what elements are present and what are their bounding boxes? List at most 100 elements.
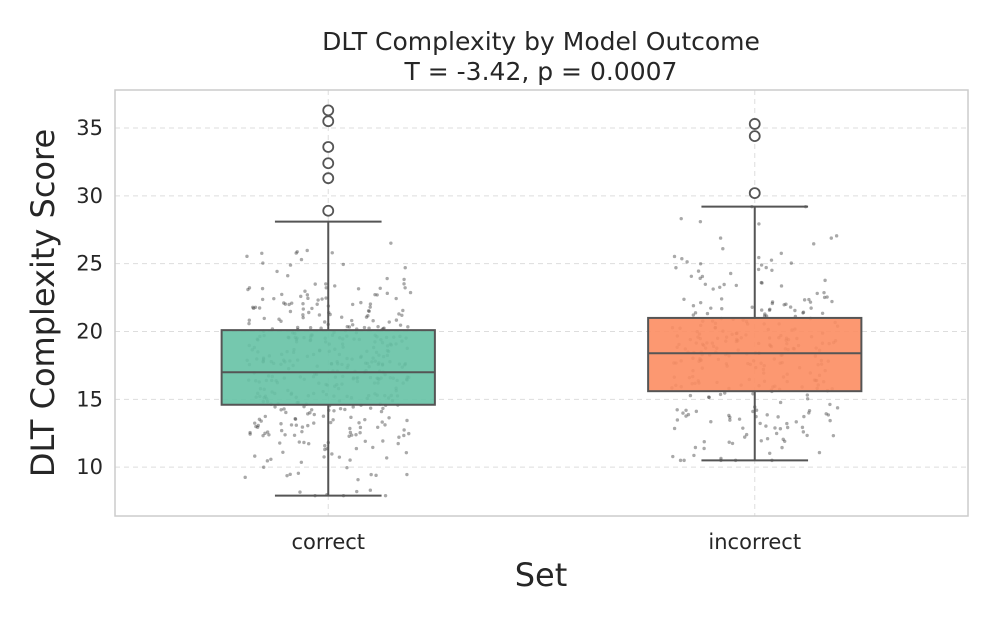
- jitter-point: [371, 445, 375, 450]
- jitter-point: [378, 286, 382, 290]
- jitter-point: [332, 409, 336, 413]
- jitter-point: [696, 269, 701, 273]
- jitter-point: [823, 278, 827, 283]
- jitter-point: [312, 421, 316, 425]
- jitter-point: [700, 274, 705, 279]
- outlier-point: [322, 115, 335, 128]
- jitter-point: [349, 415, 353, 420]
- jitter-point: [357, 421, 361, 425]
- jitter-point: [301, 302, 305, 306]
- jitter-point: [257, 417, 262, 421]
- jitter-point: [762, 314, 767, 318]
- jitter-point: [243, 475, 247, 480]
- jitter-point: [299, 294, 303, 299]
- jitter-point: [681, 411, 685, 415]
- jitter-point: [401, 308, 405, 313]
- jitter-point: [292, 433, 297, 437]
- jitter-point: [404, 450, 409, 455]
- jitter-point: [324, 296, 328, 300]
- jitter-point: [768, 307, 772, 312]
- jitter-point: [694, 409, 699, 414]
- jitter-point: [773, 426, 777, 430]
- jitter-point: [730, 441, 735, 446]
- jitter-point: [403, 286, 407, 290]
- jitter-point: [324, 282, 328, 286]
- outlier-point: [748, 118, 761, 130]
- jitter-point: [379, 409, 384, 414]
- jitter-point: [310, 306, 314, 311]
- jitter-point: [315, 302, 319, 306]
- jitter-point: [760, 281, 764, 285]
- jitter-point: [338, 406, 343, 411]
- y-tick-label: 25: [76, 252, 103, 276]
- jitter-point: [780, 445, 784, 450]
- jitter-point: [728, 418, 732, 422]
- y-axis-label: DLT Complexity Score: [24, 129, 62, 477]
- jitter-point: [290, 301, 294, 305]
- jitter-point: [265, 430, 270, 434]
- jitter-point: [383, 493, 388, 498]
- jitter-point: [808, 300, 813, 304]
- jitter-point: [770, 300, 775, 304]
- jitter-point: [374, 473, 378, 478]
- jitter-point: [807, 408, 812, 413]
- jitter-point: [293, 417, 297, 421]
- jitter-point: [691, 313, 696, 317]
- jitter-point: [397, 435, 401, 439]
- jitter-point: [277, 317, 281, 321]
- jitter-point: [709, 419, 713, 424]
- jitter-point: [347, 325, 352, 329]
- y-tick-label: 35: [76, 116, 103, 140]
- chart-title: DLT Complexity by Model Outcome: [322, 27, 760, 56]
- jitter-point: [297, 440, 302, 444]
- jitter-point: [727, 413, 731, 418]
- jitter-point: [830, 299, 834, 304]
- jitter-point: [400, 313, 404, 318]
- jitter-point: [284, 410, 288, 415]
- jitter-point: [815, 291, 819, 296]
- jitter-point: [362, 325, 367, 330]
- jitter-point: [789, 261, 794, 265]
- jitter-point: [788, 305, 793, 309]
- jitter-point: [368, 302, 373, 306]
- jitter-point: [757, 255, 761, 260]
- jitter-point: [764, 265, 768, 270]
- jitter-point: [351, 405, 355, 409]
- jitter-point: [248, 432, 252, 436]
- jitter-point: [286, 274, 290, 278]
- jitter-point: [402, 428, 406, 432]
- jitter-point: [764, 314, 769, 318]
- jitter-point: [770, 301, 775, 306]
- jitter-point: [294, 251, 298, 255]
- jitter-point: [275, 269, 279, 274]
- jitter-point: [373, 292, 377, 297]
- jitter-point: [323, 447, 327, 452]
- jitter-point: [363, 417, 367, 422]
- box-correct: [220, 104, 436, 497]
- jitter-point: [348, 426, 352, 431]
- jitter-point: [288, 309, 293, 314]
- jitter-point: [394, 318, 399, 322]
- jitter-point: [718, 392, 723, 397]
- jitter-point: [247, 321, 251, 326]
- jitter-point: [679, 216, 683, 221]
- jitter-point: [826, 413, 831, 417]
- jitter-point: [702, 440, 706, 444]
- jitter-point: [356, 287, 361, 291]
- jitter-point: [820, 311, 825, 315]
- jitter-point: [261, 261, 265, 265]
- jitter-point: [383, 423, 387, 427]
- jitter-point: [272, 296, 276, 301]
- jitter-point: [765, 413, 769, 417]
- jitter-point: [261, 433, 265, 438]
- jitter-point: [247, 318, 252, 322]
- jitter-point: [402, 282, 406, 286]
- jitter-point: [285, 473, 289, 478]
- jitter-point: [405, 418, 409, 423]
- jitter-point: [675, 408, 679, 412]
- jitter-point: [260, 297, 265, 302]
- jitter-point: [688, 393, 693, 398]
- jitter-point: [682, 458, 686, 463]
- jitter-point: [802, 298, 807, 302]
- jitter-point: [727, 440, 731, 444]
